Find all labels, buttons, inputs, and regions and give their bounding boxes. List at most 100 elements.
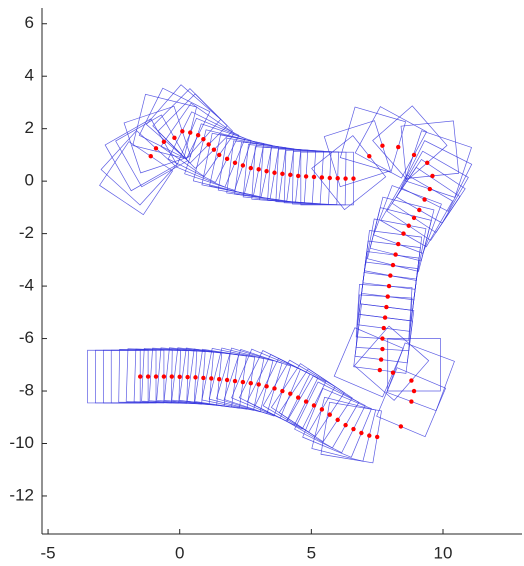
point [145,374,151,379]
point [232,160,238,165]
footprint [354,303,415,364]
point [177,374,182,380]
footprint [184,123,252,191]
footprint [223,348,292,417]
point [161,139,167,144]
footprint [167,111,240,183]
point [248,165,253,171]
point [288,172,293,178]
point [406,223,411,228]
point [343,176,348,181]
y-tick-label: 6 [25,13,34,32]
footprint [254,357,327,430]
footprint [115,114,188,188]
point [248,380,253,386]
point [351,426,356,432]
footprint [141,348,198,405]
footprint [333,327,404,398]
point [272,170,277,175]
footprint [104,118,178,192]
point [384,304,389,310]
footprint [145,84,222,160]
point [180,129,185,134]
point [201,375,206,381]
point [417,207,422,213]
point [411,388,417,394]
point [256,382,261,387]
point [217,377,222,382]
footprint [217,137,280,200]
point [153,374,159,379]
y-tick-label: 2 [25,118,34,137]
point [367,154,372,159]
footprint [369,196,435,262]
footprint [283,149,339,205]
point [390,370,396,375]
point [172,135,177,141]
point [409,399,414,404]
point [188,130,193,135]
footprint [355,283,413,341]
x-tick-label: 5 [307,543,316,562]
footprint [262,359,336,433]
footprint [216,347,283,415]
footprint [163,347,223,406]
point [396,241,401,247]
footprint [355,294,413,352]
footprint [373,185,442,254]
point [396,144,401,150]
footprint [300,151,354,206]
footprint [242,144,302,203]
point [319,175,325,180]
point [398,424,404,429]
point [378,357,384,362]
y-tick-label: -2 [19,223,34,242]
point [335,176,340,181]
point [280,171,285,177]
footprint [118,349,173,404]
point [209,376,214,381]
footprint [380,174,454,248]
point [161,374,167,379]
y-tick-label: 0 [25,171,34,190]
footprint [294,381,366,454]
y-tick-label: 4 [25,66,34,85]
y-tick-label: -12 [9,485,34,504]
footprint [376,367,447,438]
footprint [201,132,265,196]
footprint [275,148,332,205]
footprint [354,106,428,179]
points [138,129,435,440]
point [280,388,285,394]
point [201,136,206,142]
point [385,294,390,299]
footprint [386,342,455,412]
point [195,133,201,138]
point [367,433,372,438]
point [295,395,301,400]
point [327,412,332,417]
point [388,273,393,278]
footprints [87,84,473,464]
point [295,173,301,179]
footprint [286,375,360,449]
footprint [358,261,419,322]
point [381,325,386,331]
point [303,399,309,404]
y-tick-label: -4 [19,276,34,295]
point [390,262,396,268]
footprint [156,347,214,406]
footprint [270,363,345,438]
footprint [133,348,189,404]
x-tick-label: 0 [175,543,184,562]
point [211,147,217,152]
point [169,374,175,379]
footprint [194,348,256,410]
point [185,374,190,380]
point [425,160,430,165]
footprint [186,348,247,409]
point [380,143,385,148]
point [386,283,392,289]
footprint [320,401,382,464]
footprint [132,93,198,159]
